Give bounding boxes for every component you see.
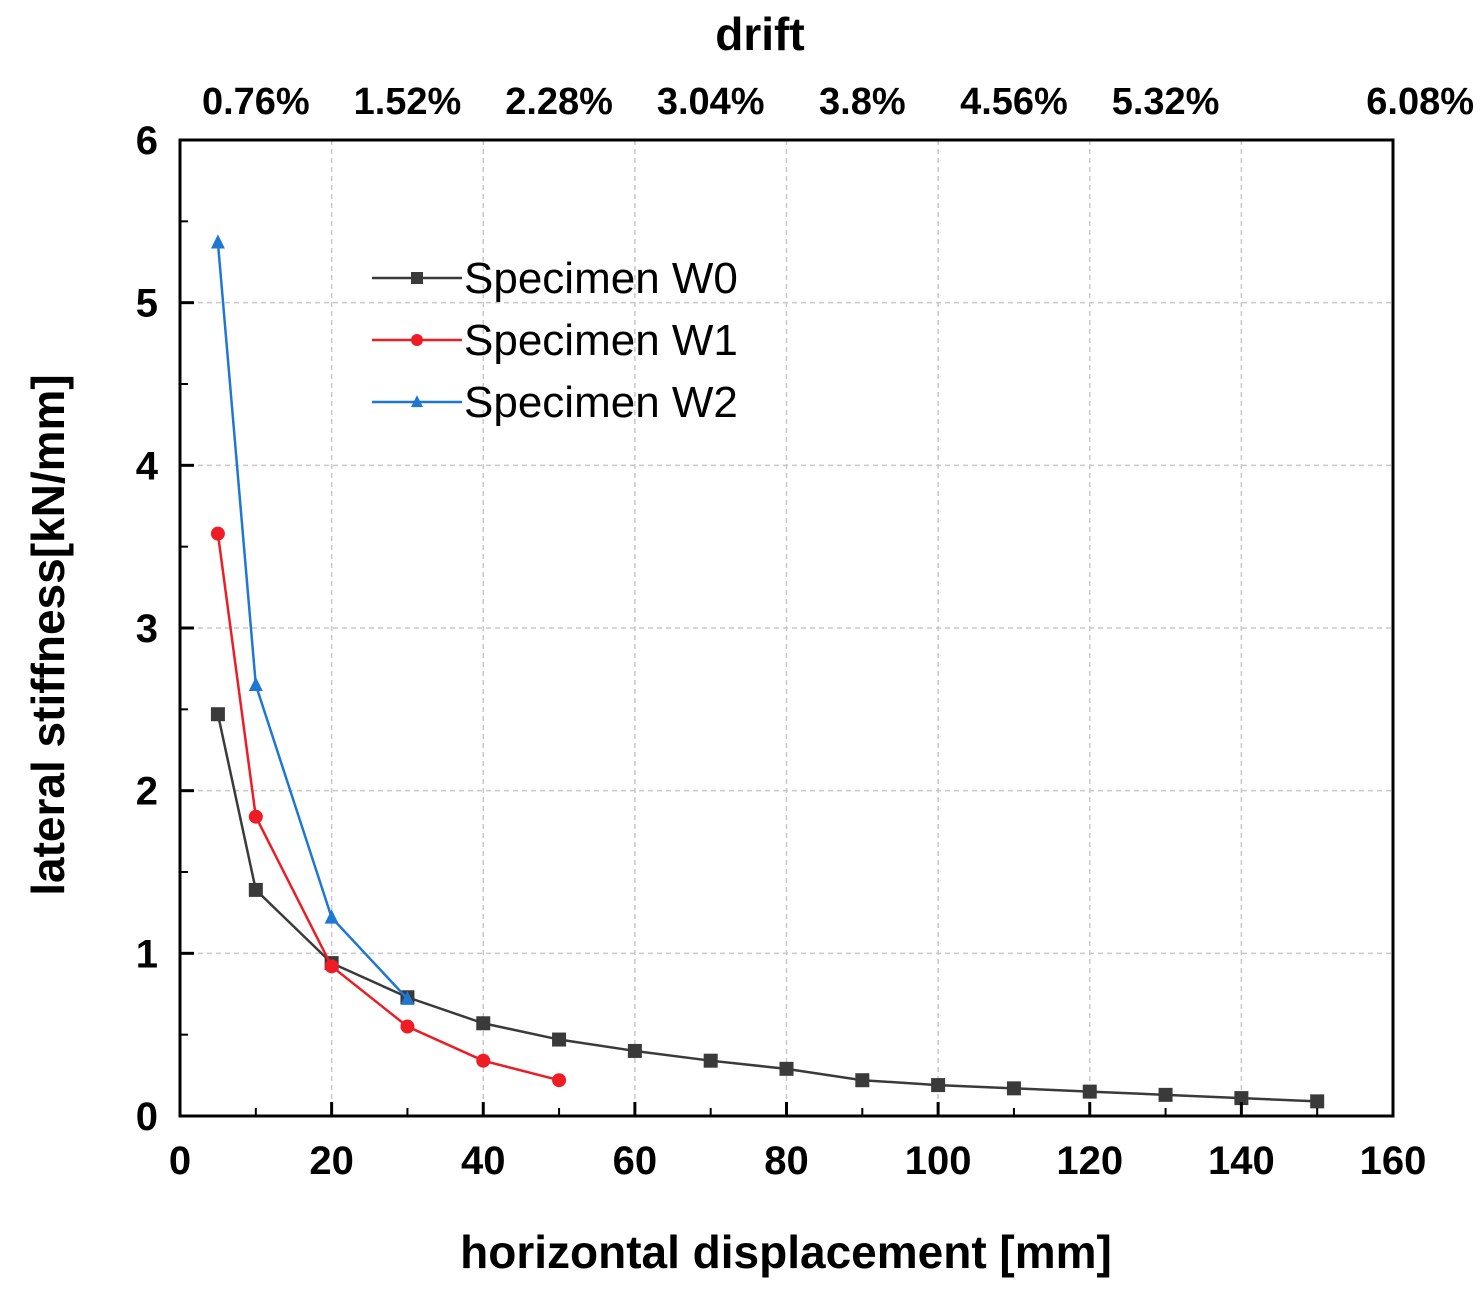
top-tick-label: 3.8% [819, 81, 906, 123]
x-tick-label: 160 [1360, 1139, 1427, 1183]
x-tick-label: 0 [169, 1139, 191, 1183]
y-tick-label: 4 [136, 444, 159, 488]
data-point [1234, 1091, 1249, 1106]
legend-entry-2: Specimen W1 [372, 316, 738, 365]
legend: Specimen W0 Specimen W1 Specimen W2 [372, 254, 738, 427]
top-tick-label: 0.76% [202, 81, 310, 123]
top-tick-label: 3.04% [657, 81, 765, 123]
x-tick-label: 60 [613, 1139, 658, 1183]
series-line [216, 713, 1318, 1103]
data-point [210, 526, 225, 541]
top-tick-label: 2.28% [505, 81, 613, 123]
x-tick-label: 120 [1056, 1139, 1123, 1183]
data-point [627, 1043, 642, 1058]
top-tick-label: 6.08% [1366, 81, 1474, 123]
data-point [210, 707, 225, 722]
legend-marker [411, 334, 423, 346]
series-line [216, 533, 560, 1082]
data-point [1006, 1081, 1021, 1096]
top-tick-label: 1.52% [354, 81, 462, 123]
y-axis-title: lateral stiffness[kN/mm] [22, 374, 74, 896]
data-point [400, 1019, 415, 1034]
data-point [324, 909, 339, 924]
y-tick-label: 1 [136, 932, 158, 976]
data-point [248, 676, 263, 691]
series-line [216, 242, 409, 1000]
legend-marker [411, 272, 423, 284]
legend-label: Specimen W1 [464, 316, 738, 365]
series-layer [210, 234, 1325, 1109]
data-point [855, 1073, 870, 1088]
series-2 [210, 526, 567, 1088]
x-tick-label: 100 [905, 1139, 972, 1183]
data-point [703, 1053, 718, 1068]
x-tick-label: 20 [309, 1139, 354, 1183]
y-tick-label: 3 [136, 607, 158, 651]
data-point [552, 1073, 567, 1088]
top-tick-label: 5.32% [1112, 81, 1220, 123]
y-tick-label: 5 [136, 282, 158, 326]
series-3 [210, 234, 415, 1005]
data-point [1158, 1087, 1173, 1102]
x-axis-title: horizontal displacement [mm] [460, 1226, 1112, 1278]
x-tick-label: 80 [764, 1139, 809, 1183]
legend-label: Specimen W2 [464, 378, 738, 427]
data-point [210, 234, 225, 249]
legend-label: Specimen W0 [464, 254, 738, 303]
data-point [552, 1032, 567, 1047]
series-1 [210, 707, 1325, 1109]
data-point [476, 1053, 491, 1068]
data-point [248, 882, 263, 897]
top-tick-label: 4.56% [960, 81, 1068, 123]
legend-entry-3: Specimen W2 [372, 378, 738, 427]
data-point [476, 1016, 491, 1031]
data-point [400, 990, 415, 1005]
y-tick-label: 0 [136, 1095, 158, 1139]
x-tick-label: 140 [1208, 1139, 1275, 1183]
data-point [1310, 1094, 1325, 1109]
y-tick-label: 2 [136, 770, 158, 814]
top-axis-title: drift [715, 8, 804, 60]
legend-marker [411, 395, 423, 408]
data-point [779, 1061, 794, 1076]
data-point [248, 809, 263, 824]
legend-entry-1: Specimen W0 [372, 254, 738, 303]
data-point [1082, 1084, 1097, 1099]
grid [180, 140, 1393, 1116]
data-point [324, 959, 339, 974]
data-point [931, 1078, 946, 1093]
ticks: 0 20 40 60 80 100 120 140 160 0 1 2 3 4 5 6 0.76% 1.52% 2.… [136, 81, 1474, 1183]
x-tick-label: 40 [461, 1139, 506, 1183]
y-tick-label: 6 [136, 119, 158, 163]
